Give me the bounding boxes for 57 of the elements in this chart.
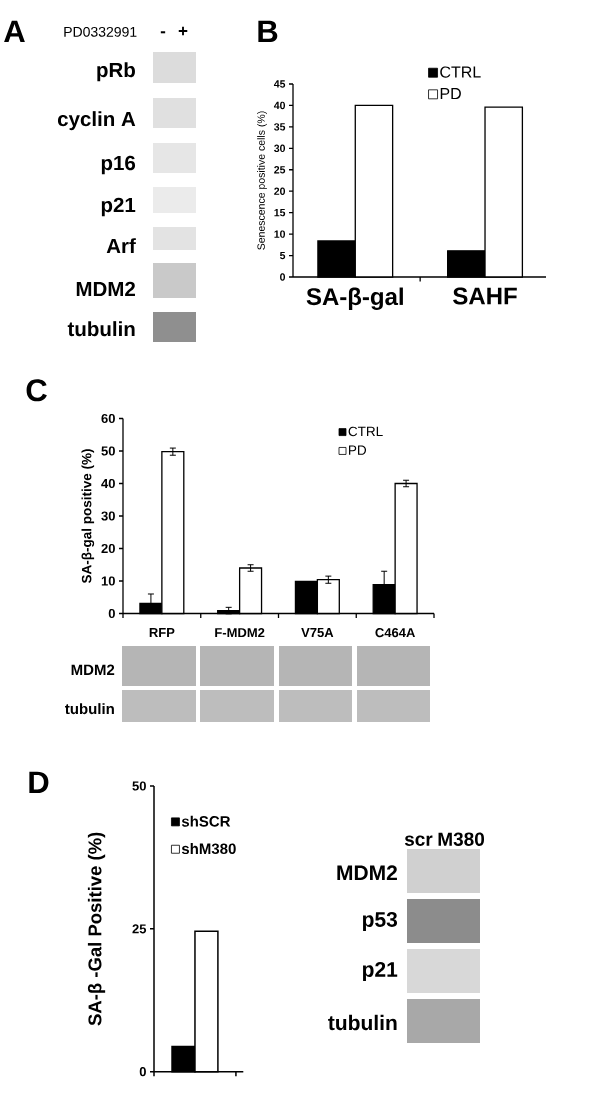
legend-label: PD: [440, 88, 461, 100]
x-tick-label: C464A: [375, 628, 416, 638]
text: cyclin A: [57, 111, 136, 131]
y-tick-label: 45: [273, 80, 286, 88]
text: p21: [101, 197, 136, 217]
y-tick-label: 50: [101, 446, 115, 456]
y-axis-title: Senescence positive cells (%): [257, 111, 267, 250]
x-tick-label: SA-β-gal: [306, 287, 403, 310]
y-tick-label: 0: [139, 1067, 146, 1077]
text: MDM2: [71, 664, 115, 675]
y-axis-title: SA-β -Gal Positive (%): [87, 832, 106, 1026]
x-tick-label: RFP: [149, 628, 175, 637]
legend-label: CTRL: [440, 66, 481, 78]
text: +: [178, 26, 188, 36]
y-tick-label: 10: [274, 230, 286, 238]
legend-label: shSCR: [181, 815, 231, 827]
y-tick-label: 30: [101, 511, 115, 521]
y-axis-title: SA-β-gal positive (%): [81, 449, 95, 584]
chart-title: C: [26, 379, 47, 402]
y-tick-label: 15: [274, 209, 286, 217]
y-tick-label: 60: [101, 413, 115, 424]
text: tubulin: [67, 321, 135, 337]
y-tick-label: 40: [273, 101, 286, 110]
text: tubulin: [328, 1014, 397, 1031]
text: scr: [404, 835, 433, 846]
text: PD0332991: [64, 26, 137, 37]
y-tick-label: 0: [108, 608, 115, 619]
text: pRb: [97, 62, 135, 82]
x-tick-label: F-MDM2: [215, 628, 265, 638]
y-tick-label: 20: [274, 187, 286, 195]
text: MDM2: [76, 281, 135, 296]
legend-label: PD: [349, 445, 367, 455]
y-tick-label: 40: [101, 478, 115, 489]
text: p53: [363, 912, 398, 932]
y-tick-label: 5: [279, 251, 286, 260]
y-tick-label: 0: [280, 273, 286, 281]
x-tick-label: V75A: [301, 628, 334, 638]
x-tick-label: SAHF: [453, 287, 517, 305]
text: MDM2: [337, 865, 397, 880]
y-tick-label: 25: [274, 166, 286, 174]
legend-label: shM380: [181, 843, 236, 855]
text: M380: [438, 832, 485, 846]
text: A: [4, 20, 25, 42]
text: p21: [363, 962, 398, 982]
legend-label: CTRL: [348, 426, 383, 437]
y-tick-label: 20: [101, 543, 115, 554]
text: p16: [101, 155, 136, 175]
y-tick-label: 30: [274, 144, 286, 153]
y-tick-label: 10: [101, 576, 115, 586]
y-tick-label: 50: [132, 781, 146, 791]
text: tubulin: [65, 703, 114, 715]
text: Arf: [106, 238, 136, 253]
chart-title: B: [258, 20, 278, 42]
y-tick-label: 35: [274, 123, 286, 131]
chart-title: D: [29, 771, 49, 793]
y-tick-label: 25: [132, 924, 147, 934]
text: -: [160, 31, 166, 34]
